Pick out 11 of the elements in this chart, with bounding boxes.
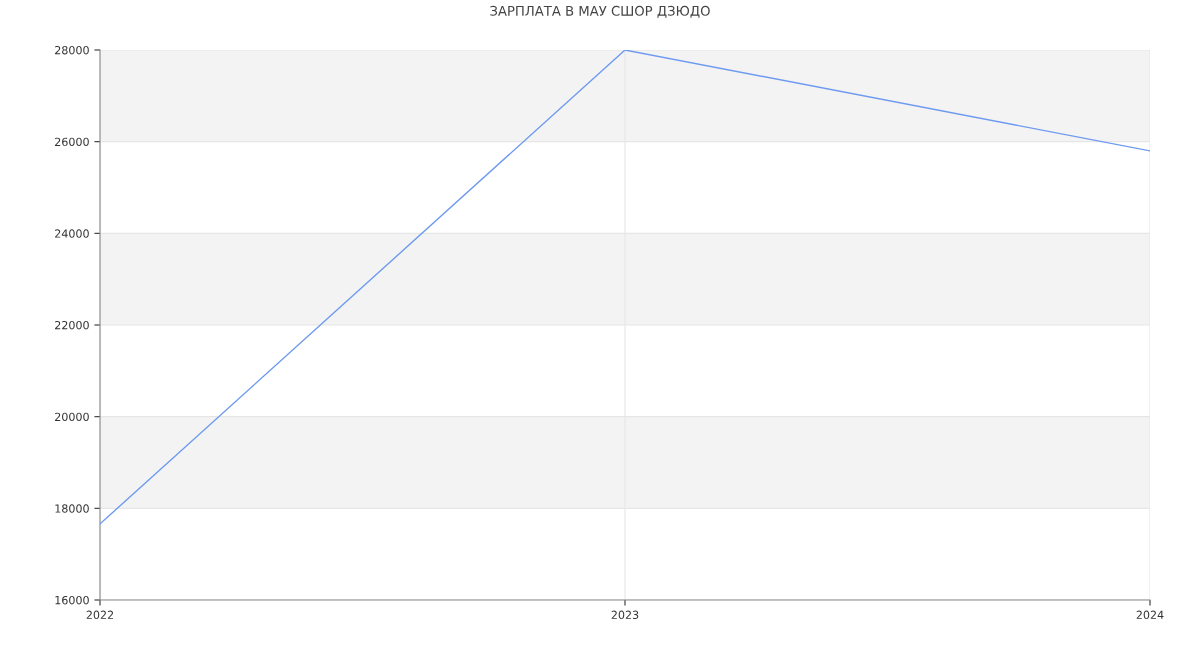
chart-title: ЗАРПЛАТА В МАУ СШОР ДЗЮДО	[490, 5, 710, 18]
x-tick-label: 2023	[611, 610, 639, 620]
y-tick-label: 20000	[55, 412, 89, 422]
x-tick-label: 2022	[86, 610, 114, 620]
y-tick-label: 28000	[55, 45, 89, 55]
x-tick-label: 2024	[1136, 610, 1164, 620]
y-tick-label: 24000	[55, 229, 89, 238]
y-tick-label: 18000	[55, 504, 89, 513]
y-tick-label: 16000	[55, 595, 89, 605]
y-tick-label: 22000	[55, 320, 89, 330]
y-tick-label: 26000	[55, 137, 89, 147]
